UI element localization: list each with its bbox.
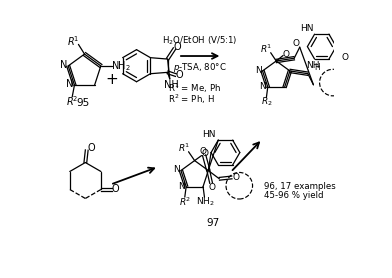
Text: +: + [105, 72, 118, 87]
Text: N: N [255, 66, 261, 75]
Text: O: O [232, 173, 239, 182]
Text: O: O [111, 185, 119, 195]
Text: R$^1$: R$^1$ [67, 34, 80, 48]
Text: O: O [292, 39, 299, 48]
Text: NH: NH [164, 80, 178, 90]
Text: O: O [199, 147, 206, 156]
Text: HN: HN [300, 24, 313, 33]
Text: N: N [60, 60, 67, 70]
Text: O: O [209, 183, 216, 192]
Text: H: H [314, 63, 320, 72]
Text: NH$_2$: NH$_2$ [196, 195, 214, 208]
Text: R$^2$: R$^2$ [179, 196, 191, 208]
Text: O: O [87, 143, 95, 153]
Text: R$^2$: R$^2$ [66, 94, 78, 108]
Text: N: N [260, 82, 266, 91]
Text: 95: 95 [76, 98, 90, 108]
Text: N: N [66, 79, 73, 89]
Text: N: N [173, 165, 180, 174]
Text: O: O [342, 53, 349, 62]
Text: R$^1$ = Me, Ph: R$^1$ = Me, Ph [168, 81, 221, 95]
Text: 96, 17 examples: 96, 17 examples [264, 182, 336, 190]
Text: R$^1$: R$^1$ [178, 142, 189, 154]
Text: 97: 97 [206, 218, 219, 228]
Text: R$_2$: R$_2$ [261, 96, 272, 108]
Text: O: O [175, 70, 183, 80]
Text: O: O [201, 150, 209, 158]
Text: R$^1$: R$^1$ [260, 43, 272, 55]
Text: HN: HN [202, 130, 216, 139]
Text: $p$-TSA, 80°C: $p$-TSA, 80°C [173, 61, 227, 74]
Text: O: O [174, 42, 181, 52]
Text: 45-96 % yield: 45-96 % yield [264, 191, 323, 200]
Text: H$_2$O/EtOH (V/5:1): H$_2$O/EtOH (V/5:1) [162, 34, 238, 47]
Text: N: N [178, 182, 185, 190]
Text: NH: NH [306, 61, 319, 70]
Text: R$^2$ = Ph, H: R$^2$ = Ph, H [168, 92, 215, 106]
Text: O: O [282, 49, 289, 59]
Text: NH$_2$: NH$_2$ [111, 59, 131, 73]
